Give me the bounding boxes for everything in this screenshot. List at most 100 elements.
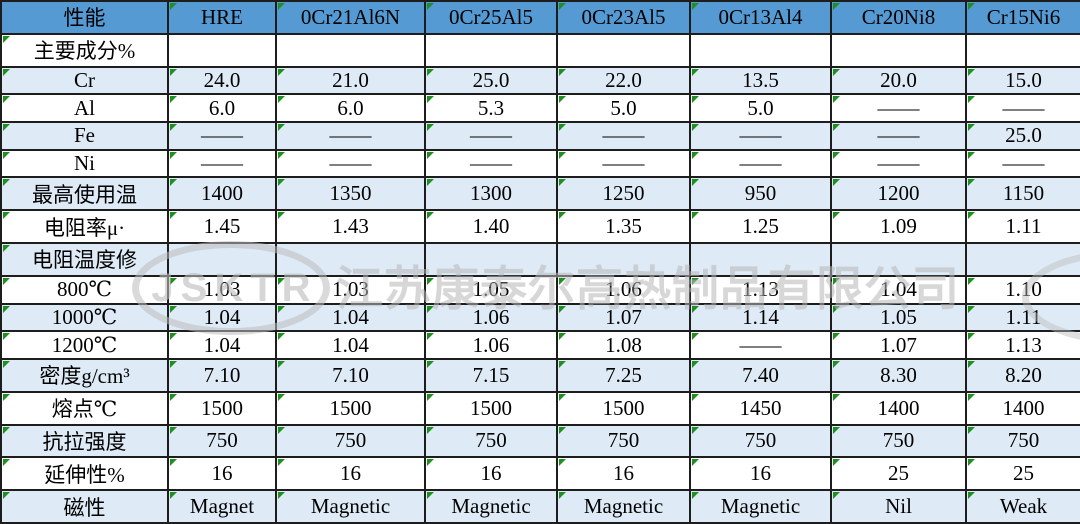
- error-indicator-triangle: [170, 393, 177, 401]
- error-indicator-triangle: [278, 179, 285, 187]
- error-indicator-triangle: [833, 3, 840, 10]
- error-indicator-triangle: [3, 212, 10, 220]
- table-cell: ——: [689, 330, 832, 360]
- table-header-row: 性能 HRE 0Cr21Al6N 0Cr25Al5 0Cr23Al5 0Cr13Al4 Cr…: [0, 0, 1080, 35]
- error-indicator-triangle: [968, 492, 975, 500]
- error-indicator-triangle: [3, 360, 10, 368]
- error-indicator-triangle: [278, 333, 285, 341]
- table-cell: 7.10: [275, 357, 426, 393]
- table-cell: 1.11: [965, 302, 1080, 333]
- table-cell: ——: [965, 93, 1080, 123]
- table-cell: Magnetic: [275, 489, 426, 524]
- error-indicator-triangle: [559, 179, 566, 187]
- error-indicator-triangle: [692, 459, 699, 467]
- error-indicator-triangle: [3, 179, 10, 187]
- table-cell: ——: [965, 148, 1080, 179]
- error-indicator-triangle: [170, 360, 177, 368]
- table-cell: 1350: [275, 176, 426, 212]
- error-indicator-triangle: [427, 96, 434, 104]
- table-cell: 20.0: [830, 65, 967, 96]
- table-row: 延伸性% 16 16 16 16 16 25 25: [0, 456, 1080, 492]
- error-indicator-triangle: [3, 96, 10, 104]
- table-cell: ——: [275, 148, 426, 179]
- error-indicator-triangle: [3, 68, 10, 76]
- error-indicator-triangle: [170, 277, 177, 285]
- column-header: 0Cr21Al6N: [275, 0, 426, 35]
- table-row: Cr 24.0 21.0 25.0 22.0 13.5 20.0 15.0: [0, 65, 1080, 96]
- error-indicator-triangle: [833, 212, 840, 220]
- row-label: 最高使用温: [0, 176, 169, 212]
- error-indicator-triangle: [170, 96, 177, 104]
- error-indicator-triangle: [833, 151, 840, 159]
- table-cell: 7.25: [556, 357, 691, 393]
- table-row: 电阻率μ· 1.45 1.43 1.40 1.35 1.25 1.09 1.11: [0, 209, 1080, 244]
- error-indicator-triangle: [968, 305, 975, 313]
- error-indicator-triangle: [968, 96, 975, 104]
- table-cell: 1.08: [556, 330, 691, 360]
- error-indicator-triangle: [427, 277, 434, 285]
- table-cell: 1.05: [424, 274, 558, 305]
- error-indicator-triangle: [278, 459, 285, 467]
- error-indicator-triangle: [968, 151, 975, 159]
- table-cell: 750: [275, 423, 426, 459]
- error-indicator-triangle: [427, 492, 434, 500]
- table-cell: 1300: [424, 176, 558, 212]
- table-cell: 8.30: [830, 357, 967, 393]
- error-indicator-triangle: [3, 245, 10, 252]
- error-indicator-triangle: [170, 124, 177, 131]
- table-cell: 1.07: [556, 302, 691, 333]
- error-indicator-triangle: [427, 305, 434, 313]
- table-cell: 1.04: [275, 330, 426, 360]
- error-indicator-triangle: [170, 333, 177, 341]
- table-row: 熔点℃ 1500 1500 1500 1500 1450 1400 1400: [0, 390, 1080, 426]
- error-indicator-triangle: [278, 426, 285, 434]
- row-label: 电阻温度修: [0, 242, 169, 277]
- table-cell: 1.03: [167, 274, 277, 305]
- error-indicator-triangle: [427, 179, 434, 187]
- error-indicator-triangle: [833, 360, 840, 368]
- table-cell: 1.07: [830, 330, 967, 360]
- table-cell: 950: [689, 176, 832, 212]
- error-indicator-triangle: [968, 68, 975, 76]
- table-cell: 1400: [965, 390, 1080, 426]
- table-row: 主要成分%: [0, 32, 1080, 68]
- table-cell: ——: [830, 93, 967, 123]
- error-indicator-triangle: [968, 459, 975, 467]
- error-indicator-triangle: [3, 333, 10, 341]
- table-cell: 16: [556, 456, 691, 492]
- error-indicator-triangle: [559, 492, 566, 500]
- table-cell: 1.04: [167, 302, 277, 333]
- table-cell: 1500: [167, 390, 277, 426]
- row-label: 熔点℃: [0, 390, 169, 426]
- row-label: 磁性: [0, 489, 169, 524]
- error-indicator-triangle: [278, 3, 285, 10]
- table-cell: 25.0: [965, 121, 1080, 151]
- table-row: 1000℃ 1.04 1.04 1.06 1.07 1.14 1.05 1.11: [0, 302, 1080, 333]
- error-indicator-triangle: [833, 305, 840, 313]
- table-cell: 1.25: [689, 209, 832, 244]
- table-row: Al 6.0 6.0 5.3 5.0 5.0 —— ——: [0, 93, 1080, 123]
- error-indicator-triangle: [833, 393, 840, 401]
- error-indicator-triangle: [692, 426, 699, 434]
- table-cell: Magnetic: [556, 489, 691, 524]
- table-cell: ——: [830, 121, 967, 151]
- error-indicator-triangle: [968, 277, 975, 285]
- error-indicator-triangle: [427, 333, 434, 341]
- error-indicator-triangle: [968, 179, 975, 187]
- error-indicator-triangle: [692, 277, 699, 285]
- error-indicator-triangle: [692, 305, 699, 313]
- table-cell: ——: [424, 121, 558, 151]
- error-indicator-triangle: [692, 151, 699, 159]
- error-indicator-triangle: [427, 393, 434, 401]
- table-cell: 1.14: [689, 302, 832, 333]
- table-cell: 1500: [556, 390, 691, 426]
- table-row: Fe —— —— —— —— —— —— 25.0: [0, 121, 1080, 151]
- error-indicator-triangle: [427, 124, 434, 131]
- table-cell: 25.0: [424, 65, 558, 96]
- table-cell: 7.10: [167, 357, 277, 393]
- table-cell: ——: [424, 148, 558, 179]
- table-cell: 5.0: [689, 93, 832, 123]
- error-indicator-triangle: [833, 179, 840, 187]
- table-cell: 1.10: [965, 274, 1080, 305]
- table-cell: Magnetic: [689, 489, 832, 524]
